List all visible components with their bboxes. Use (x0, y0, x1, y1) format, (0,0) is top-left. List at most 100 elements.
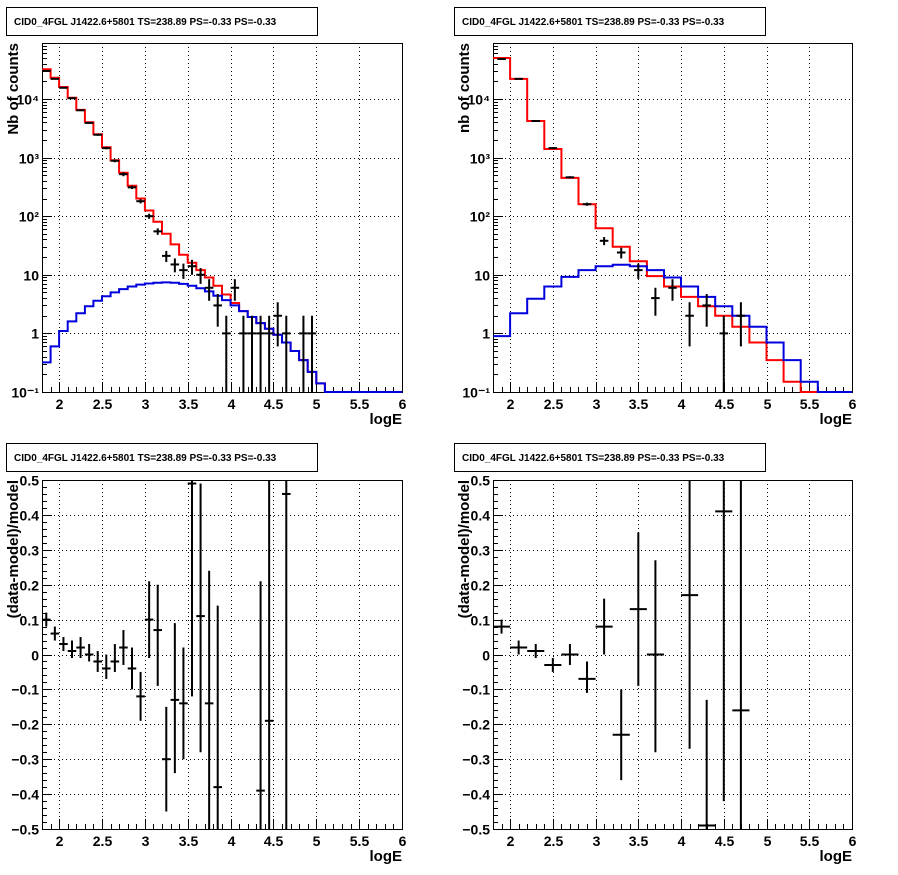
x-axis-label: logE (820, 411, 853, 428)
data-point (110, 644, 120, 672)
data-point (565, 176, 575, 179)
data-point (153, 228, 162, 235)
data-point (222, 315, 231, 392)
data-point (685, 302, 694, 347)
y-tick-label: 0.2 (20, 578, 40, 594)
data-point (497, 58, 506, 61)
x-tick-label: 2 (56, 396, 64, 412)
data-point (136, 199, 145, 204)
data-point (196, 483, 205, 753)
data-point (93, 133, 102, 136)
data-point (179, 647, 188, 760)
data-point (204, 279, 214, 301)
x-tick-label: 3 (142, 833, 150, 849)
data-point (514, 77, 523, 80)
data-point (273, 302, 282, 347)
data-point (651, 287, 660, 316)
y-tick-label: 0.3 (471, 543, 491, 559)
y-tick-label: −0.5 (11, 822, 39, 838)
series-total-histogram (493, 57, 852, 393)
y-tick-label: 0 (482, 648, 490, 664)
x-tick-label: 3.5 (179, 396, 199, 412)
x-tick-label: 3.5 (629, 396, 649, 412)
y-tick-label: 0.2 (471, 578, 491, 594)
y-tick-label: −0.3 (462, 752, 490, 768)
data-point (84, 121, 94, 124)
data-point (119, 172, 128, 177)
data-point (612, 689, 630, 781)
data-point (50, 626, 60, 641)
data-point (102, 654, 111, 679)
data-point (282, 480, 291, 829)
x-tick-label: 2 (507, 833, 515, 849)
data-point (127, 647, 137, 690)
data-point (510, 640, 528, 655)
y-tick-label: 10⁻¹ (11, 385, 39, 401)
data-point (187, 259, 197, 275)
y-axis-label: (data-model)/model (5, 480, 22, 618)
x-axis-label: logE (820, 848, 853, 865)
y-tick-label: −0.1 (11, 682, 39, 698)
data-point (698, 699, 716, 829)
series-total-histogram (42, 68, 402, 393)
y-tick-label: −0.1 (462, 682, 490, 698)
x-tick-label: 6 (399, 396, 407, 412)
panel-top-left: CID0_4FGL J1422.6+5801 TS=238.89 PS=-0.3… (5, 7, 407, 428)
data-point (247, 315, 257, 392)
y-tick-label: 10 (23, 268, 39, 284)
data-point (93, 651, 102, 672)
x-axis-label: logE (370, 411, 403, 428)
data-point (668, 279, 677, 301)
data-point (736, 302, 746, 347)
data-point (561, 644, 579, 665)
panel-bottom-left: CID0_4FGL J1422.6+5801 TS=238.89 PS=-0.3… (5, 443, 407, 865)
y-tick-label: 0.5 (471, 473, 491, 489)
y-tick-label: 0.4 (20, 508, 40, 524)
y-tick-label: 10⁴ (17, 92, 40, 108)
data-point (196, 268, 205, 284)
chart-title: CID0_4FGL J1422.6+5801 TS=238.89 PS=-0.3… (462, 17, 725, 28)
data-point (599, 237, 609, 246)
x-tick-label: 2.5 (544, 833, 564, 849)
data-point (629, 532, 647, 686)
x-tick-label: 5 (764, 833, 772, 849)
x-tick-label: 2.5 (93, 396, 113, 412)
x-tick-label: 6 (399, 833, 407, 849)
data-point (531, 120, 541, 123)
data-point (59, 86, 68, 89)
y-tick-label: 1 (31, 326, 39, 342)
y-tick-label: 0.1 (471, 613, 491, 629)
y-tick-label: 10³ (19, 151, 40, 167)
x-tick-label: 3.5 (629, 833, 649, 849)
x-tick-label: 6 (849, 833, 857, 849)
data-point (582, 202, 592, 206)
x-tick-label: 4.5 (715, 833, 735, 849)
x-tick-label: 5 (313, 833, 321, 849)
data-point (102, 146, 111, 150)
x-tick-label: 3.5 (179, 833, 199, 849)
y-tick-label: 10² (470, 209, 491, 225)
data-point (204, 570, 214, 829)
data-point (153, 584, 162, 686)
data-point (136, 671, 145, 721)
y-tick-label: 10³ (470, 151, 491, 167)
data-point (548, 147, 558, 150)
title-box (6, 443, 318, 472)
data-point (170, 623, 180, 774)
x-tick-label: 4 (678, 833, 686, 849)
data-point (59, 637, 68, 652)
data-point (493, 619, 511, 634)
data-point (732, 480, 750, 829)
x-tick-label: 2 (56, 833, 64, 849)
chart-title: CID0_4FGL J1422.6+5801 TS=238.89 PS=-0.3… (462, 453, 725, 464)
data-point (715, 480, 733, 802)
data-point (299, 315, 308, 392)
data-point (681, 480, 699, 749)
data-point (84, 644, 94, 662)
data-point (527, 644, 545, 658)
x-tick-label: 3 (593, 396, 601, 412)
data-point (213, 605, 222, 829)
data-point (67, 97, 77, 100)
x-tick-label: 3 (593, 833, 601, 849)
